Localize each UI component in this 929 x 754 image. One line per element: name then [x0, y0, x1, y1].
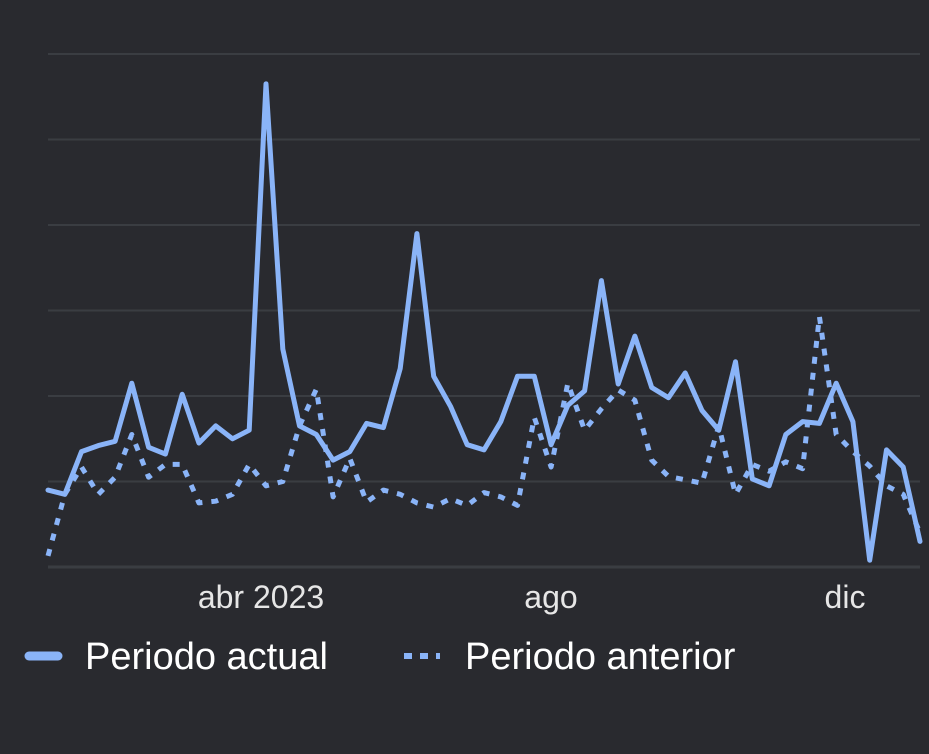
legend-label: Periodo actual: [85, 636, 328, 678]
gridlines: [48, 53, 920, 569]
series-line-current: [45, 81, 923, 563]
x-tick-label: abr 2023: [198, 579, 324, 615]
x-tick-label: dic: [825, 579, 866, 615]
legend-label: Periodo anterior: [465, 636, 736, 678]
series-line-previous: [45, 314, 923, 557]
legend: Periodo actual Periodo anterior: [24, 636, 736, 678]
series-layer: [45, 81, 923, 563]
x-tick-label: ago: [524, 579, 577, 615]
